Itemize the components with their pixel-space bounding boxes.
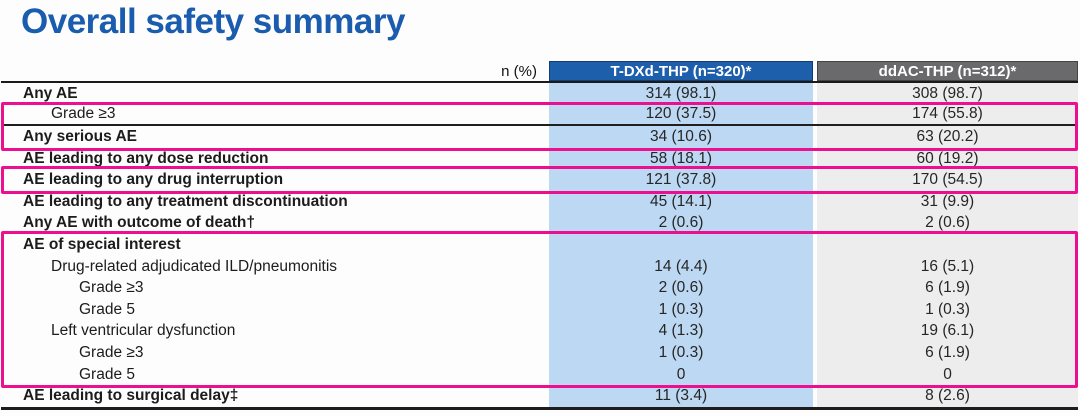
table-row: AE leading to any drug interruption 121 … <box>1 169 1078 191</box>
row-label: Left ventricular dysfunction <box>51 322 236 340</box>
row-label-cell: AE of special interest <box>1 236 549 254</box>
table-row: Grade 5 0 0 <box>1 363 1078 386</box>
value-cell-ddac: 1 (0.3) <box>817 298 1078 321</box>
row-label: AE of special interest <box>23 235 181 253</box>
row-label: AE leading to any treatment discontinuat… <box>23 192 348 210</box>
table-row: Grade ≥3 2 (0.6) 6 (1.9) <box>1 277 1078 299</box>
value-cell-ddac: 63 (20.2) <box>817 126 1078 148</box>
value-cell-ddac: 60 (19.2) <box>817 147 1078 170</box>
row-label: Any serious AE <box>23 127 137 145</box>
table-row: Grade ≥3 1 (0.3) 6 (1.9) <box>1 342 1078 364</box>
value-cell-tdxd: 314 (98.1) <box>549 83 813 105</box>
table-row: Any serious AE 34 (10.6) 63 (20.2) <box>1 126 1078 148</box>
safety-summary-table: n (%) T-DXd-THP (n=320)* ddAC-THP (n=312… <box>1 61 1078 410</box>
value-cell-tdxd <box>549 234 813 256</box>
table-body: Any AE 314 (98.1) 308 (98.7) Grade ≥3 12… <box>1 83 1078 410</box>
row-label: Any AE with outcome of death† <box>23 214 255 232</box>
value-cell-ddac: 174 (55.8) <box>817 104 1078 125</box>
value-cell-tdxd: 1 (0.3) <box>549 342 813 364</box>
value-cell-tdxd: 14 (4.4) <box>549 255 813 278</box>
unit-label: n (%) <box>501 63 537 80</box>
value-cell-ddac: 16 (5.1) <box>817 255 1078 278</box>
value-cell-ddac: 19 (6.1) <box>817 320 1078 343</box>
row-label-cell: Any serious AE <box>1 128 549 146</box>
row-label: Drug-related adjudicated ILD/pneumonitis <box>51 257 338 275</box>
value-cell-ddac: 308 (98.7) <box>817 83 1078 105</box>
row-label: Grade 5 <box>79 300 136 318</box>
row-label-cell: Any AE <box>1 85 549 103</box>
row-label-cell: AE leading to any treatment discontinuat… <box>1 193 549 211</box>
value-cell-tdxd: 120 (37.5) <box>549 104 813 125</box>
row-label: AE leading to surgical delay‡ <box>23 387 239 405</box>
value-cell-tdxd: 58 (18.1) <box>549 147 813 170</box>
value-cell-tdxd: 2 (0.6) <box>549 277 813 299</box>
value-cell-ddac <box>817 234 1078 256</box>
row-label: Grade ≥3 <box>51 105 116 123</box>
row-label-cell: AE leading to surgical delay‡ <box>1 387 549 405</box>
row-label-cell: Grade ≥3 <box>1 344 549 362</box>
value-cell-ddac: 170 (54.5) <box>817 169 1078 191</box>
row-label: Grade 5 <box>79 365 136 383</box>
value-cell-tdxd: 2 (0.6) <box>549 212 813 235</box>
value-cell-tdxd: 0 <box>549 363 813 386</box>
row-label-cell: Any AE with outcome of death† <box>1 214 549 232</box>
table-row: AE leading to any treatment discontinuat… <box>1 190 1078 213</box>
row-label-cell: Left ventricular dysfunction <box>1 322 549 340</box>
row-label-cell: Grade ≥3 <box>1 279 549 297</box>
row-label-cell: AE leading to any drug interruption <box>1 171 549 189</box>
value-cell-tdxd: 4 (1.3) <box>549 320 813 343</box>
table-row: Drug-related adjudicated ILD/pneumonitis… <box>1 255 1078 278</box>
table-header-row: n (%) T-DXd-THP (n=320)* ddAC-THP (n=312… <box>1 61 1078 83</box>
column-header-tdxd-thp: T-DXd-THP (n=320)* <box>549 61 813 81</box>
row-label: AE leading to any dose reduction <box>23 149 269 167</box>
column-header-ddac-thp: ddAC-THP (n=312)* <box>817 61 1078 81</box>
value-cell-ddac: 6 (1.9) <box>817 342 1078 364</box>
row-label-cell: Grade ≥3 <box>1 105 549 123</box>
table-row: AE of special interest <box>1 234 1078 256</box>
value-cell-tdxd: 11 (3.4) <box>549 385 813 407</box>
table-row: AE leading to any dose reduction 58 (18.… <box>1 147 1078 170</box>
table-row: Any AE 314 (98.1) 308 (98.7) <box>1 83 1078 105</box>
table-row: AE leading to surgical delay‡ 11 (3.4) 8… <box>1 385 1078 407</box>
value-cell-ddac: 2 (0.6) <box>817 212 1078 235</box>
value-cell-ddac: 6 (1.9) <box>817 277 1078 299</box>
row-label: Grade ≥3 <box>79 279 144 297</box>
row-label: AE leading to any drug interruption <box>23 171 284 189</box>
value-cell-tdxd: 34 (10.6) <box>549 126 813 148</box>
table-row: Any AE with outcome of death† 2 (0.6) 2 … <box>1 212 1078 235</box>
row-label: Any AE <box>23 84 78 102</box>
table-row: Left ventricular dysfunction 4 (1.3) 19 … <box>1 320 1078 343</box>
value-cell-ddac: 8 (2.6) <box>817 385 1078 407</box>
row-label-cell: Grade 5 <box>1 366 549 384</box>
value-cell-tdxd: 1 (0.3) <box>549 298 813 321</box>
row-label-cell: Grade 5 <box>1 301 549 319</box>
value-cell-ddac: 0 <box>817 363 1078 386</box>
page-title: Overall safety summary <box>21 2 405 41</box>
row-label-cell: Drug-related adjudicated ILD/pneumonitis <box>1 258 549 276</box>
value-cell-tdxd: 45 (14.1) <box>549 190 813 213</box>
value-cell-tdxd: 121 (37.8) <box>549 169 813 191</box>
table-row: Grade 5 1 (0.3) 1 (0.3) <box>1 298 1078 321</box>
table-row: Grade ≥3 120 (37.5) 174 (55.8) <box>1 104 1078 127</box>
value-cell-ddac: 31 (9.9) <box>817 190 1078 213</box>
row-label-cell: AE leading to any dose reduction <box>1 150 549 168</box>
row-label: Grade ≥3 <box>79 343 144 361</box>
